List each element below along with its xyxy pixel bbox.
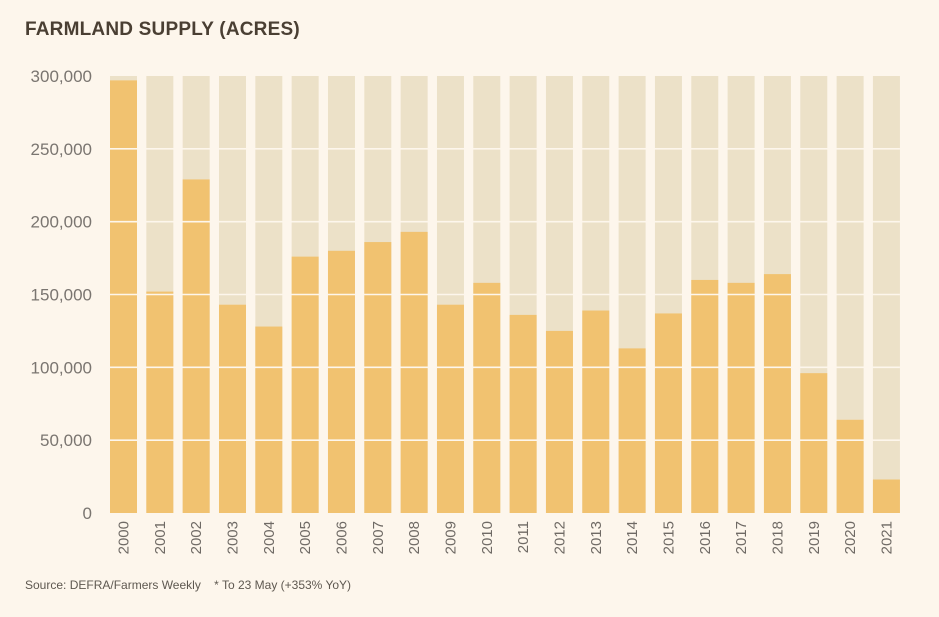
x-tick-label: 2019 — [806, 521, 823, 554]
x-tick-label: 2005 — [297, 521, 314, 554]
y-tick-label: 50,000 — [40, 431, 92, 450]
x-tick-label: 2002 — [188, 521, 205, 554]
bar-2000 — [110, 80, 137, 514]
y-tick-label: 300,000 — [31, 67, 92, 86]
bar-2021 — [872, 479, 900, 513]
x-tick-label: 2008 — [406, 521, 423, 554]
x-tick-label: 2012 — [551, 521, 568, 554]
bar-2014 — [618, 348, 646, 513]
bar-2004 — [255, 326, 283, 513]
y-tick-label: 100,000 — [31, 358, 92, 377]
bar-2010 — [473, 282, 501, 513]
bar-2012 — [545, 330, 573, 513]
x-tick-label: 2016 — [697, 521, 714, 554]
x-tick-label: 2013 — [588, 521, 605, 554]
x-tick-label: 2009 — [442, 521, 459, 554]
bar-2001 — [146, 291, 174, 513]
y-tick-label: 0 — [83, 504, 92, 523]
x-tick-label: 2010 — [479, 521, 496, 554]
footnote: * To 23 May (+353% YoY) — [214, 578, 352, 592]
bar-2005 — [291, 256, 319, 513]
x-tick-label: 2021 — [878, 521, 895, 554]
bar-2006 — [327, 250, 355, 514]
bar-2020 — [836, 419, 864, 513]
bar-2017 — [727, 282, 755, 513]
x-tick-label: 2000 — [116, 521, 133, 554]
bar-2009 — [436, 304, 464, 513]
bar-2011 — [509, 314, 537, 513]
x-tick-label: 2003 — [224, 521, 241, 554]
x-tick-label: 2004 — [261, 521, 278, 554]
gridlines — [110, 148, 900, 441]
bar-2008 — [400, 231, 428, 513]
x-tick-label: 2007 — [370, 521, 387, 554]
x-tick-label: 2020 — [842, 521, 859, 554]
x-tick-label: 2018 — [769, 521, 786, 554]
x-tick-label: 2017 — [733, 521, 750, 554]
x-tick-label: 2011 — [515, 521, 532, 553]
bar-2003 — [218, 304, 246, 513]
x-axis-ticks: 2000 2001 2002 2003 2004 2005 2006 2007 2008 2009… — [116, 521, 896, 554]
y-tick-label: 150,000 — [31, 286, 92, 305]
x-tick-label: 2014 — [624, 521, 641, 554]
y-tick-label: 250,000 — [31, 140, 92, 159]
bars — [110, 80, 900, 514]
source-note: Source: DEFRA/Farmers Weekly — [25, 578, 201, 592]
bar-2007 — [364, 242, 392, 513]
y-tick-label: 200,000 — [31, 213, 92, 232]
y-axis-ticks: 0 50,000 100,000 150,000 200,000 250,000 300,0… — [31, 67, 92, 523]
bar-2016 — [691, 279, 719, 513]
bar-2002 — [182, 179, 210, 513]
bar-2018 — [763, 274, 791, 513]
x-tick-label: 2006 — [333, 521, 350, 554]
bar-2015 — [654, 313, 682, 513]
bar-2013 — [582, 310, 610, 513]
footer: Source: DEFRA/Farmers Weekly * To 23 May… — [25, 578, 351, 592]
bar-2019 — [800, 373, 828, 513]
x-tick-label: 2001 — [152, 521, 169, 554]
chart-title: FARMLAND SUPPLY (ACRES) — [25, 19, 300, 40]
x-tick-label: 2015 — [660, 521, 677, 554]
